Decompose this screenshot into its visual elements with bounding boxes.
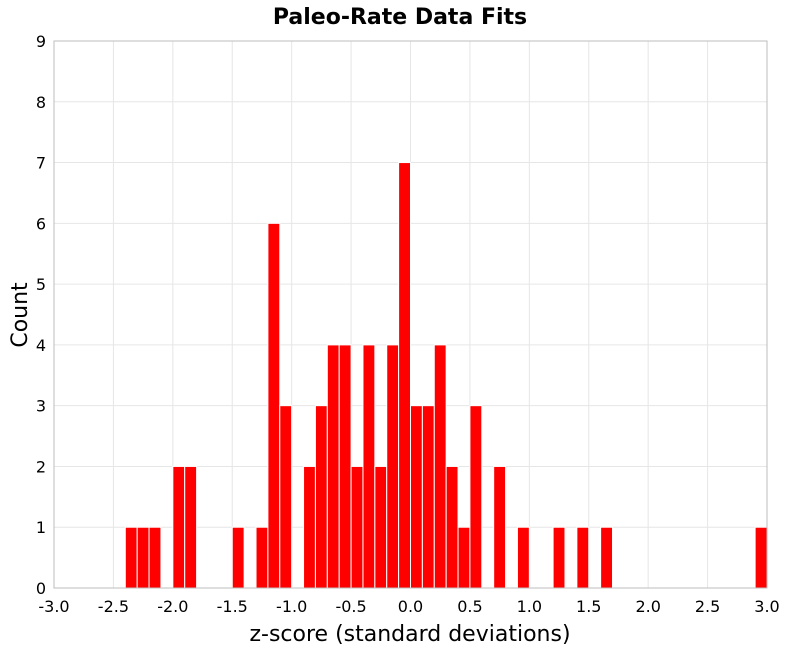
histogram-bar xyxy=(326,344,340,589)
histogram-bar xyxy=(410,405,423,589)
histogram-bar xyxy=(255,526,269,589)
y-tick-label: 7 xyxy=(36,154,46,173)
histogram-bar xyxy=(386,344,400,589)
histogram-bar xyxy=(469,405,483,589)
x-tick-label: 2.5 xyxy=(695,597,720,616)
y-tick-label: 9 xyxy=(36,32,46,51)
histogram-bar xyxy=(338,344,352,589)
histogram-bar xyxy=(754,526,768,589)
y-tick-label: 6 xyxy=(36,214,46,233)
x-tick-label: -0.5 xyxy=(335,597,366,616)
histogram-bar xyxy=(600,526,614,589)
x-tick-label: -3.0 xyxy=(38,597,69,616)
y-tick-label: 2 xyxy=(36,457,46,476)
x-tick-label: 3.0 xyxy=(754,597,779,616)
histogram-bar xyxy=(350,465,364,589)
histogram-bars xyxy=(124,162,768,589)
histogram-bar xyxy=(493,465,507,589)
y-axis-ticks: 0 1 2 3 4 5 6 7 8 9 xyxy=(36,32,46,598)
x-tick-label: 0.0 xyxy=(398,597,423,616)
x-tick-label: -2.0 xyxy=(157,597,188,616)
histogram-bar xyxy=(279,405,293,589)
y-tick-label: 1 xyxy=(36,518,46,537)
chart-title: Paleo-Rate Data Fits xyxy=(273,5,527,30)
x-tick-label: -1.5 xyxy=(217,597,248,616)
histogram-bar xyxy=(124,526,138,589)
x-axis-label: z-score (standard deviations) xyxy=(249,622,570,647)
x-tick-label: -1.0 xyxy=(276,597,307,616)
plot-frame xyxy=(53,40,768,589)
y-tick-label: 5 xyxy=(36,275,46,294)
histogram-bar xyxy=(136,526,150,589)
x-axis-ticks: -3.0 -2.5 -2.0 -1.5 -1.0 -0.5 0.0 0.5 1.0 1.5 2.0 2… xyxy=(38,597,779,616)
x-tick-label: 2.0 xyxy=(635,597,660,616)
histogram-bar xyxy=(398,162,412,589)
histogram-bar xyxy=(267,222,281,589)
x-tick-label: -2.5 xyxy=(98,597,129,616)
histogram-bar xyxy=(172,465,186,589)
histogram-bar xyxy=(148,526,162,589)
histogram-bar xyxy=(231,526,245,589)
histogram-bar xyxy=(421,405,435,589)
histogram-bar xyxy=(314,405,328,589)
histogram-bar xyxy=(303,465,316,589)
y-tick-label: 4 xyxy=(36,336,46,355)
y-tick-label: 3 xyxy=(36,397,46,416)
y-tick-label: 0 xyxy=(36,579,46,598)
histogram-bar xyxy=(576,526,590,589)
x-tick-label: 1.0 xyxy=(517,597,542,616)
histogram-bar xyxy=(457,526,471,589)
histogram-bar xyxy=(516,526,530,589)
histogram-bar xyxy=(362,344,376,589)
y-axis-label: Count xyxy=(8,282,33,348)
histogram-bar xyxy=(374,465,388,589)
y-tick-label: 8 xyxy=(36,93,46,112)
histogram-bar xyxy=(433,344,447,589)
histogram-bar xyxy=(552,526,566,589)
x-tick-label: 1.5 xyxy=(576,597,601,616)
x-tick-label: 0.5 xyxy=(457,597,482,616)
histogram-bar xyxy=(184,465,198,589)
histogram-bar xyxy=(445,465,459,589)
